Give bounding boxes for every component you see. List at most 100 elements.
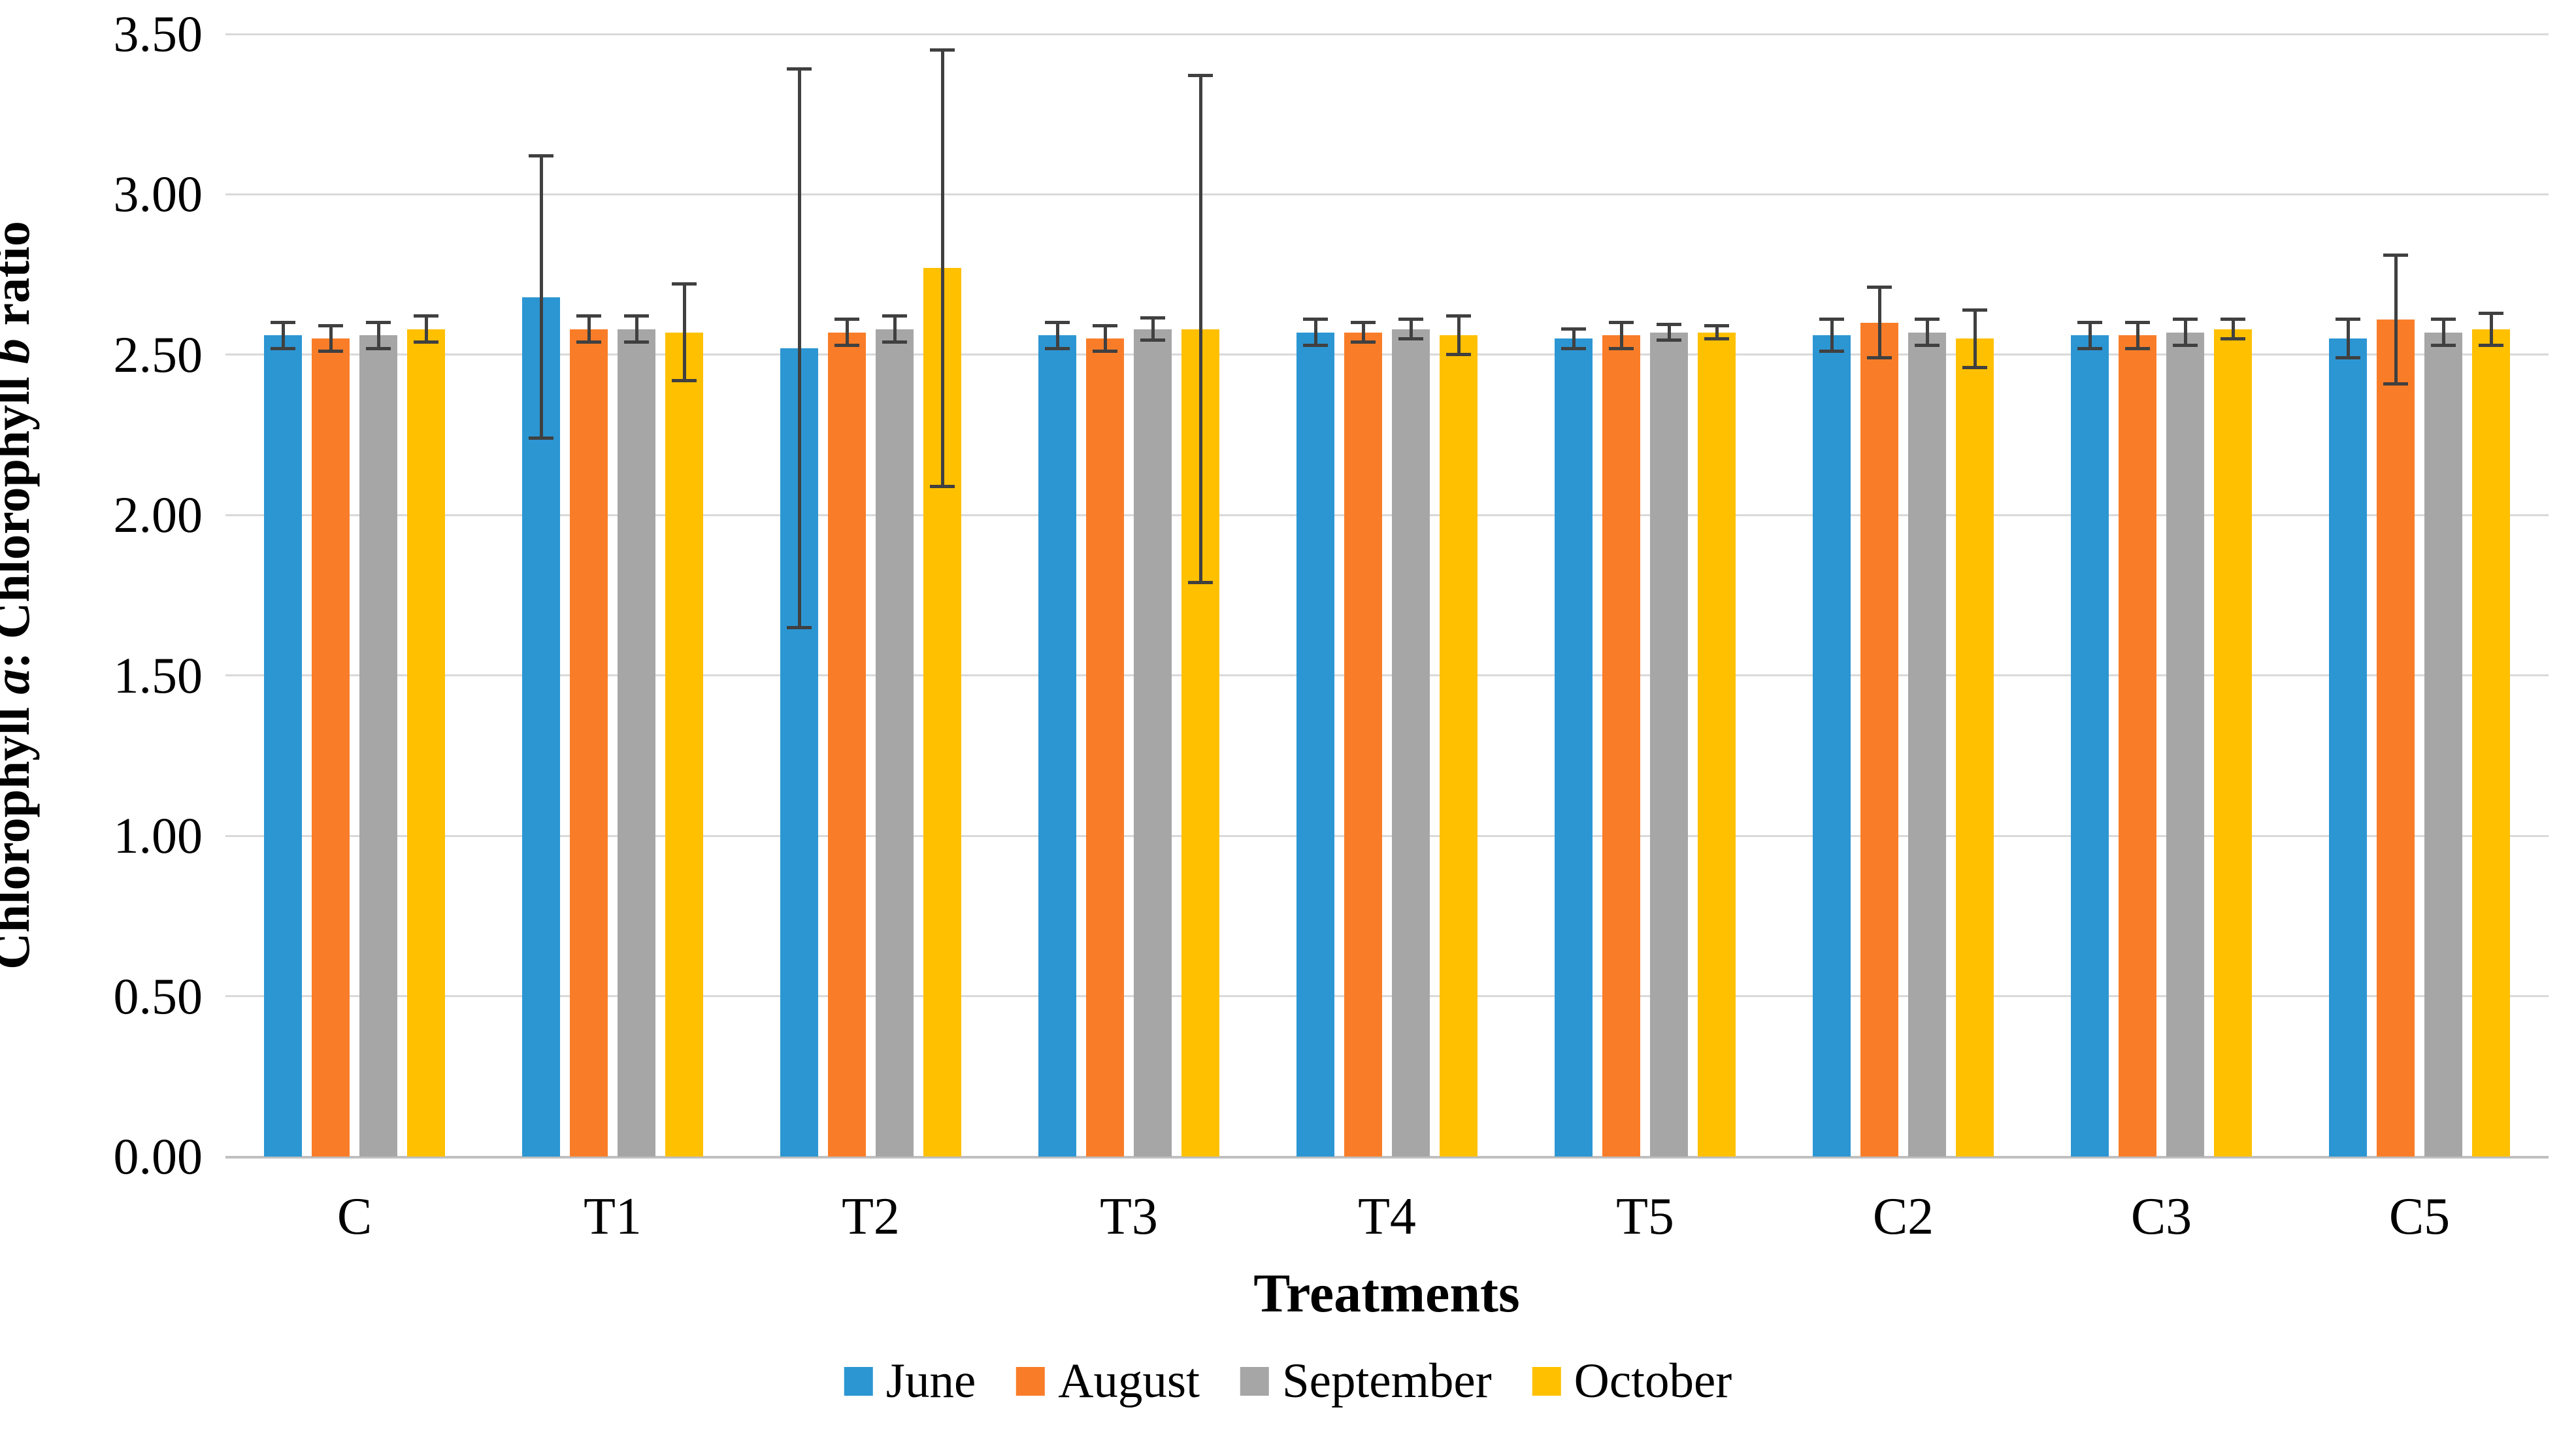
error-bar-cap [1398, 318, 1423, 321]
error-bar-cap [414, 314, 438, 318]
error-bar-cap [2431, 318, 2456, 321]
legend-swatch-september [1240, 1366, 1269, 1396]
error-bar-cap [1446, 353, 1471, 357]
bar-september-T2 [876, 329, 914, 1157]
gridline [225, 354, 2549, 356]
x-tick-label-T3: T3 [1100, 1188, 1158, 1245]
error-bar-cap [672, 282, 697, 286]
bar-june-T4 [1296, 332, 1334, 1157]
x-tick-label-T2: T2 [842, 1188, 900, 1245]
error-bar-september-T1 [635, 316, 638, 342]
error-bar-september-T4 [1409, 319, 1413, 339]
error-bar-cap [787, 625, 812, 629]
legend-swatch-august [1016, 1366, 1046, 1396]
legend-item-june: June [844, 1357, 976, 1406]
error-bar-cap [576, 314, 601, 318]
error-bar-cap [2173, 343, 2198, 347]
error-bar-cap [882, 314, 907, 318]
error-bar-august-T1 [587, 316, 591, 342]
error-bar-cap [366, 346, 391, 350]
bar-september-T3 [1134, 329, 1172, 1157]
legend-item-september: September [1240, 1357, 1492, 1406]
error-bar-october-C [424, 316, 428, 342]
error-bar-cap [1140, 316, 1165, 320]
bar-september-C3 [2166, 332, 2204, 1157]
error-bar-cap [1915, 318, 1940, 321]
error-bar-cap [1867, 356, 1892, 360]
error-bar-cap [834, 343, 859, 347]
error-bar-cap [930, 484, 955, 488]
error-bar-cap [2336, 356, 2360, 360]
error-bar-cap [529, 436, 553, 440]
error-bar-cap [1867, 286, 1892, 289]
bar-october-T1 [665, 332, 703, 1157]
bar-october-C2 [1956, 338, 1994, 1157]
error-bar-cap [1561, 346, 1586, 350]
error-bar-cap [2221, 337, 2245, 340]
error-bar-cap [1188, 74, 1213, 78]
error-bar-october-T5 [1715, 325, 1719, 339]
error-bar-cap [1398, 337, 1423, 340]
error-bar-cap [1093, 350, 1117, 354]
error-bar-cap [1962, 308, 1987, 312]
gridline [225, 33, 2549, 35]
y-tick-label: 1.50 [113, 646, 203, 704]
bar-august-T1 [570, 329, 608, 1157]
error-bar-september-C [376, 322, 380, 349]
error-bar-cap [1351, 321, 1376, 325]
error-bar-cap [1819, 318, 1844, 321]
error-bar-august-C3 [2136, 322, 2139, 349]
error-bar-october-C3 [2231, 319, 2235, 339]
error-bar-cap [1704, 337, 1729, 340]
error-bar-cap [787, 67, 812, 71]
bar-june-T5 [1555, 338, 1593, 1157]
error-bar-august-C5 [2394, 255, 2398, 384]
error-bar-october-T3 [1198, 75, 1202, 583]
error-bar-october-T4 [1457, 316, 1461, 355]
error-bar-cap [624, 314, 649, 318]
legend: June August September October [844, 1357, 1732, 1406]
error-bar-cap [1962, 365, 1987, 369]
error-bar-cap [1446, 314, 1471, 318]
gridline [225, 514, 2549, 516]
error-bar-cap [1303, 343, 1328, 347]
bar-august-C5 [2377, 319, 2415, 1157]
error-bar-cap [882, 340, 907, 344]
error-bar-cap [1609, 321, 1634, 325]
error-bar-cap [2125, 321, 2150, 325]
bar-october-C [407, 329, 445, 1157]
legend-label: October [1574, 1354, 1732, 1408]
error-bar-cap [624, 340, 649, 344]
error-bar-cap [2173, 318, 2198, 321]
bar-august-T2 [828, 332, 866, 1157]
error-bar-cap [576, 340, 601, 344]
error-bar-cap [2431, 343, 2456, 347]
error-bar-cap [2383, 382, 2408, 386]
y-tick-label: 0.50 [113, 967, 203, 1025]
bar-august-C2 [1860, 322, 1898, 1157]
bar-june-C2 [1813, 335, 1851, 1157]
error-bar-june-C5 [2346, 319, 2350, 358]
error-bar-cap [1561, 327, 1586, 331]
bar-august-T4 [1344, 332, 1382, 1157]
gridline [225, 193, 2549, 195]
error-bar-october-T1 [682, 284, 686, 381]
error-bar-june-T5 [1572, 329, 1576, 349]
error-bar-cap [1303, 318, 1328, 321]
error-bar-cap [930, 48, 955, 52]
error-bar-cap [1657, 322, 1681, 326]
error-bar-september-C3 [2183, 319, 2187, 346]
bar-june-C [264, 335, 302, 1157]
x-tick-label-T4: T4 [1358, 1188, 1416, 1245]
error-bar-september-T3 [1151, 318, 1155, 340]
y-tick-label: 2.50 [113, 325, 203, 383]
x-tick-label-C3: C3 [2130, 1188, 2192, 1245]
error-bar-august-C [329, 325, 333, 352]
bar-june-C5 [2329, 338, 2367, 1157]
x-axis-title: Treatments [1253, 1263, 1520, 1324]
error-bar-june-C [281, 322, 285, 349]
error-bar-august-T2 [845, 319, 849, 346]
error-bar-cap [2479, 343, 2503, 347]
error-bar-august-T3 [1103, 325, 1107, 352]
